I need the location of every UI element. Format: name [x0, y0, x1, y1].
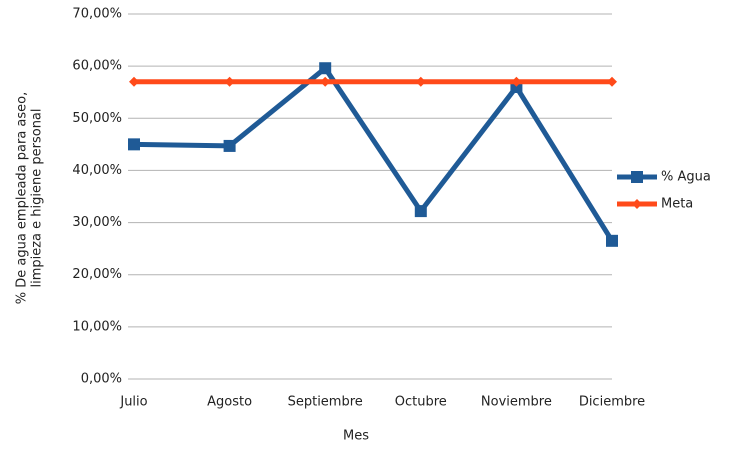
y-axis-label-line: % De agua empleada para aseo, [15, 92, 30, 305]
marker [128, 138, 140, 151]
x-tick-label: Octubre [395, 395, 447, 410]
marker [415, 76, 426, 87]
y-axis-label-line: limpieza e higiene personal [30, 108, 45, 287]
marker [631, 171, 643, 183]
marker [607, 76, 617, 87]
legend-label: Meta [661, 197, 693, 212]
x-tick-label: Agosto [207, 395, 252, 410]
marker [632, 199, 642, 209]
series-line [133, 64, 615, 243]
legend-label: % Agua [661, 170, 711, 185]
y-axis-label: % De agua empleada para aseo, limpieza e… [15, 92, 45, 305]
marker [224, 76, 235, 87]
x-axis-label: Mes [343, 429, 369, 444]
y-tick-label: 50,00% [72, 111, 122, 126]
x-tick-label: Noviembre [481, 395, 552, 410]
marker [320, 76, 331, 87]
marker [129, 76, 139, 87]
marker [606, 234, 618, 247]
y-tick-label: 70,00% [72, 7, 122, 22]
marker [414, 205, 427, 218]
marker [319, 62, 332, 75]
y-tick-label: 60,00% [72, 59, 122, 74]
marker [511, 76, 522, 87]
x-tick-label: Septiembre [288, 395, 363, 410]
y-tick-label: 20,00% [72, 267, 122, 282]
y-tick-label: 10,00% [72, 319, 122, 334]
marker [223, 139, 236, 152]
x-tick-label: Diciembre [579, 395, 645, 410]
y-tick-label: 30,00% [72, 215, 122, 230]
y-tick-label: 40,00% [72, 163, 122, 178]
x-tick-label: Julio [119, 395, 147, 410]
y-tick-label: 0,00% [81, 372, 122, 387]
